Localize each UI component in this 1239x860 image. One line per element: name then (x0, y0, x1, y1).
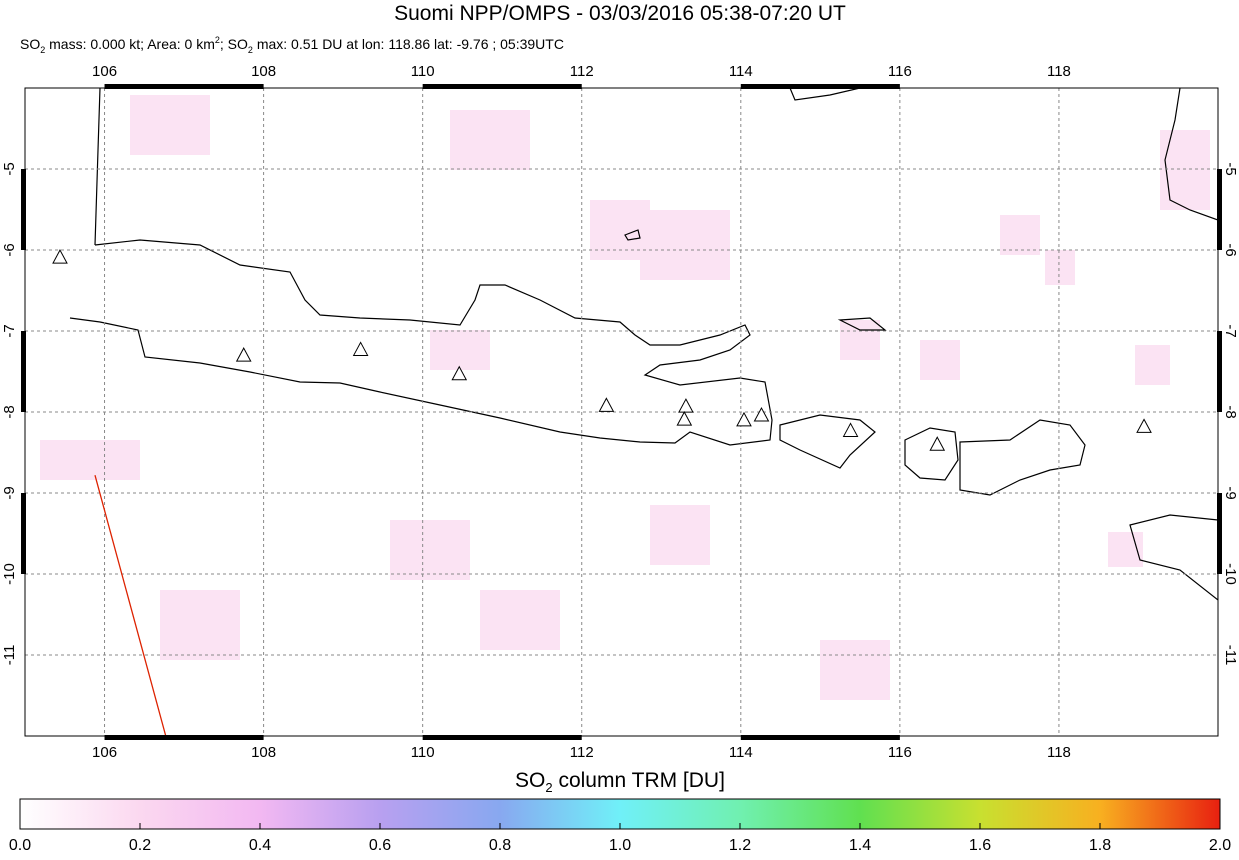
coastline (789, 88, 861, 101)
coastline (904, 427, 959, 481)
colorbar-tick-label: 1.6 (969, 837, 991, 854)
volcano (598, 397, 615, 412)
coastline (959, 419, 1086, 496)
y-tick-label: -6 (1222, 243, 1239, 256)
x-tick-label: 110 (411, 744, 435, 761)
volcano (736, 411, 752, 427)
frame-bar (21, 493, 26, 574)
frame-bar (1217, 493, 1222, 574)
subtitle-part: max: 0.51 DU at lon: 118.86 lat: -9.76 ;… (253, 36, 564, 52)
subtitle: SO2 mass: 0.000 kt; Area: 0 km2; SO2 max… (20, 35, 564, 55)
frame-bar (422, 735, 582, 740)
colorbar-tick-label: 0.4 (249, 837, 271, 854)
frame-bar (1217, 169, 1222, 250)
y-tick-label: -9 (1, 486, 18, 499)
colorbar-ticks: 0.0 0.2 0.4 0.6 0.8 1.0 1.2 1.4 1.6 1.8 2.0 (9, 823, 1231, 854)
colorbar-title-part: SO (515, 769, 545, 792)
x-tick-label: 106 (92, 63, 117, 80)
x-tick-label: 110 (411, 63, 435, 80)
frame-bar (1217, 331, 1222, 412)
x-tick-label: 108 (251, 744, 276, 761)
title: Suomi NPP/OMPS - 03/03/2016 05:38-07:20 … (394, 2, 846, 25)
colorbar-tick-label: 1.0 (609, 837, 631, 854)
y-tick-label: -10 (1222, 563, 1239, 585)
volcano (753, 406, 770, 422)
volcano (352, 341, 369, 356)
subtitle-part: SO (20, 36, 40, 52)
volcano (52, 249, 68, 264)
frame-bar (21, 331, 26, 412)
colorbar-title-part: column TRM [DU] (553, 769, 725, 792)
frame-bar (104, 735, 264, 740)
grid (25, 88, 1218, 736)
x-tick-label: 116 (888, 744, 912, 761)
volcano (1136, 418, 1152, 433)
colorbar-tick-label: 0.2 (129, 837, 151, 854)
x-tick-label: 118 (1047, 63, 1071, 80)
y-tick-label: -9 (1222, 486, 1239, 499)
colorbar-tick-label: 0.8 (489, 837, 511, 854)
volcano (929, 436, 946, 451)
y-tick-label: -11 (1222, 645, 1239, 666)
volcano (678, 398, 694, 413)
y-tick-label: -6 (1, 243, 18, 256)
coastline (1164, 88, 1218, 221)
coastline (837, 317, 887, 331)
coastline (624, 229, 641, 241)
coastline (779, 414, 876, 469)
x-tick-label: 116 (888, 63, 912, 80)
colorbar-tick-label: 2.0 (1209, 837, 1231, 854)
subtitle-part: 2 (40, 45, 45, 55)
x-tick-label: 112 (570, 63, 594, 80)
x-tick-label: 114 (729, 63, 753, 80)
orbit-edge (94, 475, 167, 736)
volcano (451, 365, 468, 381)
coastline (1129, 514, 1218, 601)
colorbar-tick-label: 1.4 (849, 837, 871, 854)
x-tick-label: 108 (251, 63, 276, 80)
x-tick-label: 112 (570, 744, 594, 761)
frame-bar (21, 169, 26, 250)
y-tick-label: -10 (1, 563, 18, 585)
colorbar-tick-label: 1.8 (1089, 837, 1111, 854)
y-tick-label: -7 (1222, 324, 1239, 337)
y-tick-label: -11 (1, 645, 18, 666)
y-tick-label: -8 (1, 405, 18, 418)
axes: 106 106 108 108 110 110 112 112 114 114 116 116 118 1… (1, 63, 1239, 761)
colorbar-tick-label: 1.2 (729, 837, 751, 854)
y-tick-label: -5 (1, 162, 18, 175)
colorbar-title-part: 2 (545, 780, 552, 795)
subtitle-part: 2 (248, 45, 253, 55)
frame-bars (21, 84, 1222, 740)
x-tick-label: 106 (92, 744, 117, 761)
y-tick-label: -5 (1222, 162, 1239, 175)
volcano (676, 411, 693, 426)
subtitle-part: ; SO (220, 36, 248, 52)
coastline (69, 239, 773, 446)
subtitle-part: 2 (215, 35, 220, 45)
y-tick-label: -7 (1, 324, 18, 337)
y-tick-label: -8 (1222, 405, 1239, 418)
frame-bar (740, 735, 900, 740)
x-tick-label: 118 (1047, 744, 1071, 761)
frame-bar (740, 84, 900, 89)
volcano (842, 422, 859, 437)
frame-bar (422, 84, 582, 89)
coastlines (69, 88, 1218, 601)
colorbar-tick-label: 0.6 (369, 837, 391, 854)
x-tick-label: 114 (729, 744, 753, 761)
coastline (94, 88, 101, 246)
subtitle-part: mass: 0.000 kt; Area: 0 km (45, 36, 215, 52)
colorbar-tick-label: 0.0 (9, 837, 31, 854)
volcano (235, 347, 252, 362)
overlay (52, 249, 1152, 736)
so2-pixels (40, 95, 1210, 700)
map-area (25, 88, 1218, 736)
colorbar-title: SO2 column TRM [DU] (515, 769, 725, 795)
frame-bar (104, 84, 264, 89)
